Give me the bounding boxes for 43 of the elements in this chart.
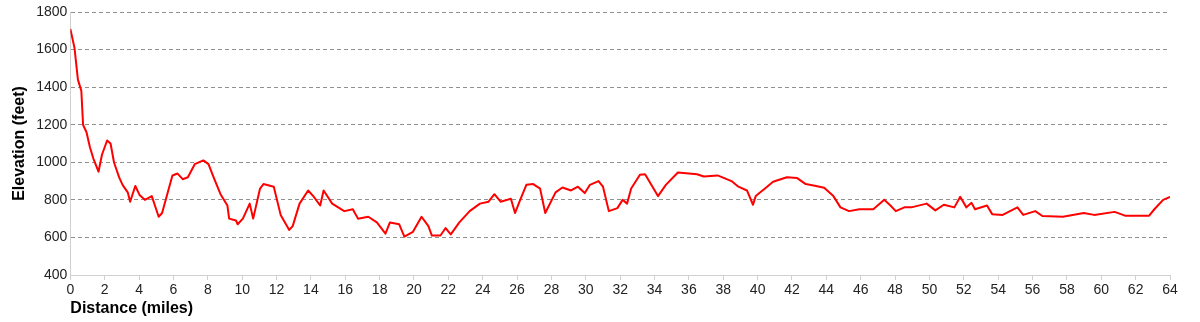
x-tick-label: 12 (268, 281, 285, 298)
x-tick-label: 0 (66, 281, 75, 298)
y-tick-label: 1200 (36, 115, 68, 132)
x-tick-label: 16 (337, 281, 354, 298)
x-tick-label: 34 (646, 281, 663, 298)
x-tick-label: 32 (612, 281, 629, 298)
x-tick-label: 20 (406, 281, 422, 298)
x-tick-label: 4 (135, 281, 144, 298)
y-tick-label: 1600 (36, 40, 68, 57)
x-tick-label: 2 (100, 281, 109, 298)
x-tick-label: 18 (371, 281, 388, 298)
x-tick-label: 50 (921, 281, 938, 298)
x-tick-label: 56 (1024, 281, 1041, 298)
x-tick-label: 48 (887, 281, 904, 298)
x-tick-label: 8 (203, 281, 212, 298)
x-tick-label: 42 (784, 281, 800, 298)
x-tick-label: 64 (1162, 281, 1178, 298)
y-tick-label: 800 (43, 190, 68, 207)
x-tick-label: 60 (1093, 281, 1110, 298)
x-tick-label: 36 (681, 281, 697, 298)
y-axis-title: Elevation (feet) (10, 86, 28, 201)
x-tick-label: 26 (509, 281, 526, 298)
y-tick-label: 400 (43, 265, 68, 282)
x-tick-label: 22 (440, 281, 457, 298)
x-tick-label: 6 (169, 281, 178, 298)
y-tick-label: 600 (43, 228, 68, 245)
x-tick-label: 30 (578, 281, 594, 298)
y-tick-label: 1000 (36, 153, 68, 170)
x-axis-title: Distance (miles) (70, 298, 194, 316)
y-tick-label: 1400 (36, 78, 68, 94)
x-tick-label: 44 (818, 281, 835, 298)
x-tick-label: 24 (474, 281, 491, 298)
x-tick-label: 38 (715, 281, 732, 298)
x-tick-label: 58 (1059, 281, 1075, 298)
x-tick-label: 14 (303, 281, 319, 298)
x-tick-label: 54 (990, 281, 1007, 298)
x-tick-label: 28 (543, 281, 560, 298)
x-tick-label: 46 (852, 281, 869, 298)
x-tick-label: 62 (1127, 281, 1144, 298)
y-tick-label: 1800 (36, 2, 68, 19)
x-tick-label: 52 (956, 281, 972, 298)
x-tick-label: 40 (749, 281, 766, 298)
x-tick-label: 10 (234, 281, 251, 298)
